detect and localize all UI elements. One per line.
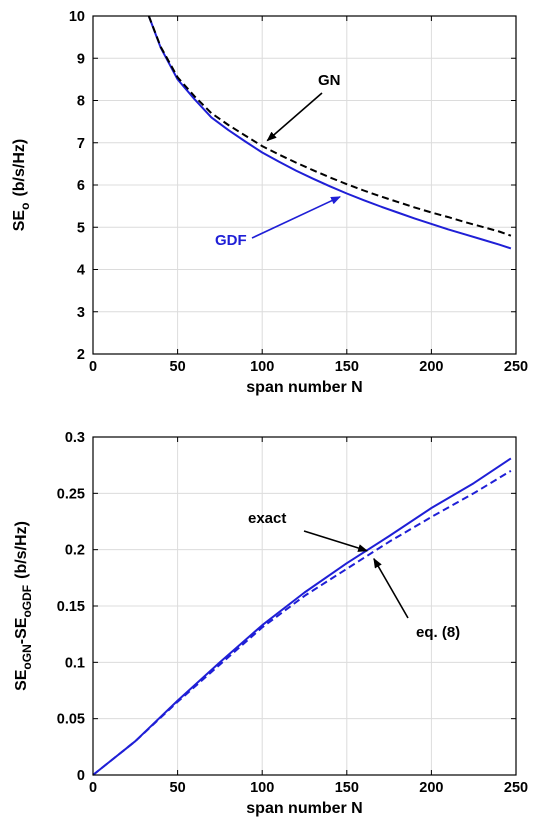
y-axis-label: SEo (b/s/Hz) xyxy=(11,139,32,231)
series-layer xyxy=(147,15,512,250)
series-line-gn xyxy=(147,15,512,237)
y-tick-label: 0 xyxy=(77,768,85,784)
svg-text:SEo(b/s/Hz): SEo (b/s/Hz) xyxy=(11,139,32,231)
y-tick-label: 0.1 xyxy=(65,655,85,671)
annotation-eq8-arrow xyxy=(373,557,409,619)
series-layer xyxy=(92,457,512,776)
x-tick-label: 0 xyxy=(89,359,97,375)
x-axis-label: span number N xyxy=(246,800,362,817)
x-axis-label: span number N xyxy=(246,379,362,396)
y-axis-label-main: SE xyxy=(11,210,28,232)
annotations: GN GDF xyxy=(215,72,341,249)
y-tick-label: 0.3 xyxy=(65,430,85,446)
annotation-exact: exact xyxy=(248,510,286,527)
y-tick-label: 10 xyxy=(69,9,85,25)
x-tick-label: 200 xyxy=(419,780,443,796)
annotation-exact-arrow xyxy=(303,530,369,552)
y-tick-label: 5 xyxy=(77,220,85,236)
tick-labels: 0 50 100 150 200 250 0 0.05 0.1 0.15 0.2 0.25 0.3 xyxy=(57,430,528,796)
x-tick-label: 150 xyxy=(335,359,359,375)
series-line-gdf xyxy=(147,15,512,250)
y-axis-label: SEoGN-SEoGDF (b/s/Hz) xyxy=(13,521,34,691)
annotation-gdf-arrow xyxy=(251,196,341,239)
x-tick-label: 0 xyxy=(89,780,97,796)
y-tick-label: 4 xyxy=(77,263,85,279)
x-tick-label: 250 xyxy=(504,359,528,375)
y-axis-label-unit: (b/s/Hz) xyxy=(11,139,28,197)
y-axis-label-sub-ogdf: oGDF xyxy=(20,585,34,618)
y-tick-label: 2 xyxy=(77,347,85,363)
y-axis-label-se1: SE xyxy=(13,669,30,691)
y-axis-label-sub-ogn: oGN xyxy=(20,644,34,669)
grid xyxy=(92,436,517,776)
annotation-eq8: eq. (8) xyxy=(416,624,460,641)
tick-labels: 0 50 100 150 200 250 2 3 4 5 6 7 8 9 10 xyxy=(69,9,528,375)
svg-text:SEoGN-SEoGDF(b/s/Hz): SEoGN-SEoGDF (b/s/Hz) xyxy=(13,521,34,691)
x-tick-label: 50 xyxy=(170,780,186,796)
series-line-exact xyxy=(92,457,512,776)
x-tick-label: 100 xyxy=(250,359,274,375)
y-tick-label: 0.2 xyxy=(65,543,85,559)
y-axis-label-sub: o xyxy=(18,203,32,210)
y-tick-label: 6 xyxy=(77,178,85,194)
series-line-eq-8 xyxy=(92,469,512,776)
x-tick-label: 250 xyxy=(504,780,528,796)
y-tick-label: 3 xyxy=(77,305,85,321)
annotation-gn: GN xyxy=(318,72,341,89)
y-tick-label: 8 xyxy=(77,94,85,110)
y-tick-label: 0.15 xyxy=(57,599,85,615)
y-tick-label: 0.25 xyxy=(57,486,85,502)
annotation-gdf: GDF xyxy=(215,232,247,249)
grid xyxy=(92,15,517,355)
x-tick-label: 200 xyxy=(419,359,443,375)
y-tick-label: 9 xyxy=(77,51,85,67)
y-axis-label-se2: -SE xyxy=(13,617,30,644)
annotation-gn-arrow xyxy=(266,92,323,142)
y-tick-label: 7 xyxy=(77,136,85,152)
y-axis-label-unit: (b/s/Hz) xyxy=(13,521,30,579)
chart-se-difference-vs-span: 0 50 100 150 200 250 0 0.05 0.1 0.15 0.2 0.25 0.3 sp… xyxy=(13,430,528,817)
x-tick-label: 100 xyxy=(250,780,274,796)
y-tick-label: 0.05 xyxy=(57,712,85,728)
annotations: exact eq. (8) xyxy=(248,510,460,641)
x-tick-label: 150 xyxy=(335,780,359,796)
x-tick-label: 50 xyxy=(170,359,186,375)
